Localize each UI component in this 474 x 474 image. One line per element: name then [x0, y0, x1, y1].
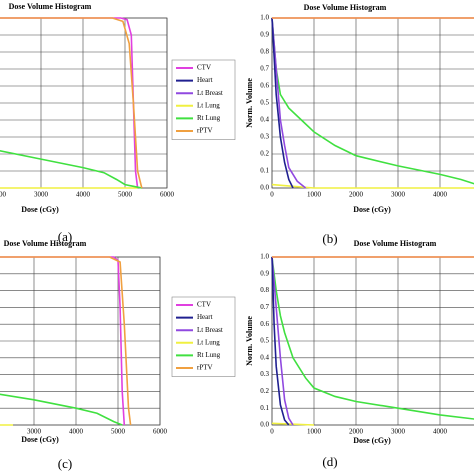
- x-tick-label: 2000: [0, 191, 7, 199]
- dvh-line: [0, 149, 142, 189]
- x-tick-label: 2000: [349, 428, 364, 436]
- y-tick-label: 0.7: [260, 65, 269, 73]
- y-tick-label: 0.9: [260, 31, 269, 39]
- y-axis-label: Norm. Volume: [245, 316, 254, 366]
- caption: (a): [58, 229, 72, 244]
- y-tick-label: 0.3: [260, 370, 269, 378]
- legend-box: [171, 296, 236, 377]
- x-tick-label: 4000: [69, 428, 84, 436]
- dvh-line: [271, 256, 294, 426]
- legend-label: rPTV: [197, 364, 213, 372]
- y-tick-label: 0.2: [260, 387, 269, 395]
- y-tick-label: 0.4: [260, 353, 269, 361]
- x-tick-label: 3000: [391, 428, 406, 436]
- x-axis-label: Dose (cGy): [353, 436, 391, 445]
- x-tick-label: 3000: [27, 428, 42, 436]
- x-tick-label: 4000: [433, 428, 448, 436]
- y-tick-label: 0.6: [260, 320, 269, 328]
- dvh-line: [271, 17, 294, 189]
- legend-label: Heart: [197, 76, 213, 84]
- dvh-line: [0, 17, 139, 189]
- y-tick-label: 0.2: [260, 150, 269, 158]
- y-tick-label: 0.8: [260, 286, 269, 294]
- x-axis-label: Dose (cGy): [353, 205, 391, 214]
- legend-label: CTV: [197, 64, 211, 72]
- x-tick-label: 1000: [307, 191, 322, 199]
- dvh-line: [272, 17, 474, 19]
- dvh-line: [0, 17, 143, 189]
- caption: (d): [322, 454, 337, 469]
- x-tick-label: 5000: [118, 191, 133, 199]
- y-tick-label: 0.5: [260, 99, 269, 107]
- y-tick-label: 1.0: [260, 253, 269, 261]
- x-tick-label: 1000: [307, 428, 322, 436]
- legend-label: Lt Breast: [197, 89, 223, 97]
- legend-label: Rt Lung: [197, 351, 221, 359]
- y-tick-label: 0.6: [260, 82, 269, 90]
- y-tick-label: 0.3: [260, 133, 269, 141]
- x-tick-label: 0: [270, 191, 274, 199]
- dvh-line: [271, 256, 474, 420]
- x-tick-label: 4000: [76, 191, 91, 199]
- y-tick-label: 0.5: [260, 337, 269, 345]
- dvh-line: [0, 256, 132, 426]
- legend-label: rPTV: [197, 127, 213, 135]
- legend-label: CTV: [197, 301, 211, 309]
- x-axis-label: Dose (cGy): [21, 435, 59, 444]
- x-tick-label: 5000: [111, 428, 126, 436]
- caption: (c): [58, 456, 72, 471]
- y-tick-label: 0.1: [260, 404, 269, 412]
- x-tick-label: 0: [270, 428, 274, 436]
- legend-label: Lt Lung: [197, 338, 220, 346]
- x-tick-label: 4000: [433, 191, 448, 199]
- y-tick-label: 0.1: [260, 167, 269, 175]
- dvh-line: [271, 17, 474, 185]
- legend-label: Heart: [197, 313, 213, 321]
- x-axis-label: Dose (cGy): [21, 205, 59, 214]
- legend-label: Rt Lung: [197, 114, 221, 122]
- chart-title: Dose Volume Histogram: [354, 239, 437, 248]
- dvh-line: [271, 256, 290, 426]
- y-tick-label: 0.8: [260, 48, 269, 56]
- x-tick-label: 2000: [349, 191, 364, 199]
- y-tick-label: 0.0: [260, 184, 269, 192]
- y-tick-label: 1.0: [260, 14, 269, 22]
- dvh-line: [271, 17, 307, 189]
- dvh-line: [0, 393, 123, 426]
- y-tick-label: 0.0: [260, 421, 269, 429]
- chart-title: Dose Volume Histogram: [9, 2, 92, 11]
- legend-label: Lt Lung: [197, 101, 220, 109]
- y-tick-label: 0.9: [260, 269, 269, 277]
- x-tick-label: 3000: [391, 191, 406, 199]
- legend-label: Lt Breast: [197, 326, 223, 334]
- x-tick-label: 6000: [160, 191, 175, 199]
- chart-title: Dose Volume Histogram: [304, 3, 387, 12]
- y-tick-label: 0.4: [260, 116, 269, 124]
- legend-box: [171, 59, 236, 140]
- x-tick-label: 3000: [34, 191, 49, 199]
- y-axis-label: Norm. Volume: [245, 78, 254, 128]
- chart-title: Dose Volume Histogram: [4, 239, 87, 248]
- x-tick-label: 6000: [153, 428, 168, 436]
- y-tick-label: 0.7: [260, 303, 269, 311]
- caption: (b): [322, 231, 337, 246]
